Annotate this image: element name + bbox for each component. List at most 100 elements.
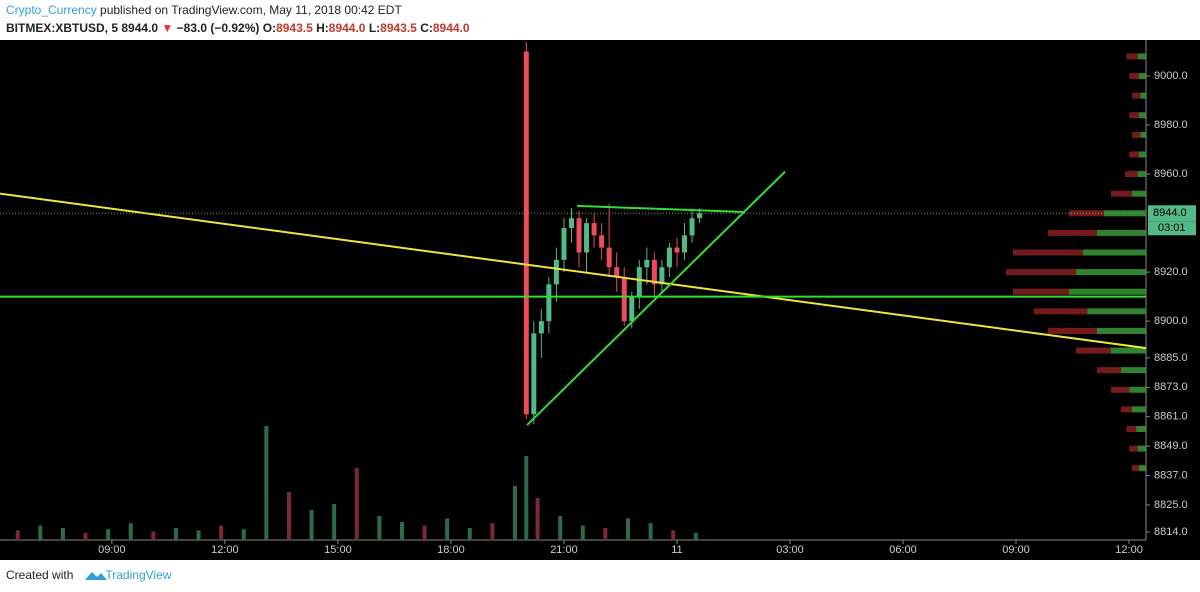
publish-line: Crypto_Currency published on TradingView… bbox=[6, 3, 402, 17]
profile-down bbox=[1129, 445, 1138, 452]
brand[interactable]: TradingView bbox=[105, 568, 172, 582]
profile-up bbox=[1139, 73, 1146, 80]
profile-down bbox=[1129, 112, 1139, 119]
profile-up bbox=[1140, 131, 1146, 138]
profile-down bbox=[1048, 229, 1097, 236]
profile-down bbox=[1129, 73, 1139, 80]
candle-body bbox=[606, 247, 612, 268]
profile-up bbox=[1132, 190, 1146, 197]
volume-bar bbox=[60, 528, 65, 540]
candle-body bbox=[523, 51, 529, 415]
volume-bar bbox=[241, 529, 246, 540]
volume-bar bbox=[648, 523, 653, 540]
profile-down bbox=[1129, 151, 1139, 158]
volume-bar bbox=[671, 530, 676, 540]
footer: Created with TradingView bbox=[6, 568, 171, 582]
candle-body bbox=[576, 218, 582, 253]
y-tick-label: 8861.0 bbox=[1154, 411, 1188, 423]
profile-down bbox=[1126, 425, 1137, 432]
y-tick-label: 8825.0 bbox=[1154, 499, 1188, 511]
change: −83.0 (−0.92%) bbox=[176, 21, 260, 35]
profile-down bbox=[1125, 171, 1138, 178]
candle-body bbox=[636, 267, 642, 297]
chart: 9000.0 8980.0 8960.0 8920.0 8900.0 8885.0 8873… bbox=[0, 40, 1200, 560]
close: 8944.0 bbox=[432, 21, 470, 35]
profile-up bbox=[1129, 386, 1146, 393]
profile-down bbox=[1076, 347, 1111, 354]
volume-bar bbox=[354, 468, 359, 540]
candle-body bbox=[621, 277, 627, 322]
candle-body bbox=[629, 296, 635, 322]
profile-down bbox=[1013, 249, 1083, 256]
profile-up bbox=[1097, 229, 1146, 236]
volume-bar bbox=[524, 456, 529, 540]
candle-body bbox=[659, 267, 665, 285]
candle-body bbox=[666, 247, 672, 268]
candle-body bbox=[553, 259, 559, 285]
x-tick-label: 06:00 bbox=[889, 544, 917, 556]
volume-bar bbox=[626, 518, 631, 540]
volume-bar bbox=[332, 504, 337, 540]
volume-bar bbox=[603, 528, 608, 540]
published: published on TradingView.com, May 11, 20… bbox=[96, 3, 402, 17]
arrow: ▼ bbox=[161, 21, 174, 35]
y-tick-label: 8814.0 bbox=[1154, 526, 1188, 538]
volume-bar bbox=[445, 518, 450, 540]
volume-bar bbox=[558, 516, 563, 540]
profile-down bbox=[1006, 269, 1076, 276]
y-tick-label: 9000.0 bbox=[1154, 70, 1188, 82]
created-with: Created with bbox=[6, 568, 74, 582]
y-tick-label: 8873.0 bbox=[1154, 381, 1188, 393]
profile-down bbox=[1013, 288, 1069, 295]
x-tick-label: 15:00 bbox=[324, 544, 352, 556]
x-tick-label: 09:00 bbox=[98, 544, 126, 556]
y-tick-label: 8980.0 bbox=[1154, 119, 1188, 131]
candle-body bbox=[591, 223, 597, 236]
countdown-box bbox=[1148, 221, 1196, 236]
volume-bar bbox=[196, 530, 201, 540]
y-tick-label: 8849.0 bbox=[1154, 440, 1188, 452]
profile-up bbox=[1139, 465, 1146, 472]
profile-down bbox=[1132, 465, 1139, 472]
profile-down bbox=[1126, 53, 1138, 60]
o-label: O: bbox=[262, 21, 277, 35]
profile-up bbox=[1120, 367, 1146, 374]
volume-bar bbox=[580, 525, 585, 540]
trend-line bbox=[0, 192, 1146, 350]
x-tick-label: 09:00 bbox=[1002, 544, 1030, 556]
background bbox=[0, 40, 1200, 560]
volume-bar bbox=[309, 510, 314, 540]
profile-up bbox=[1111, 347, 1146, 354]
trend-line bbox=[577, 204, 746, 214]
profile-up bbox=[1137, 53, 1146, 60]
candle-body bbox=[561, 227, 567, 260]
profile-down bbox=[1132, 131, 1141, 138]
profile-down bbox=[1132, 92, 1141, 99]
x-tick-label: 11 bbox=[671, 544, 682, 556]
open: 8943.5 bbox=[276, 21, 313, 35]
profile-down bbox=[1111, 386, 1130, 393]
volume-bar bbox=[512, 486, 517, 540]
last: 8944.0 bbox=[121, 21, 159, 35]
profile-up bbox=[1097, 327, 1146, 334]
y-tick-label: 8837.0 bbox=[1154, 469, 1188, 481]
profile-up bbox=[1076, 269, 1146, 276]
volume-bar bbox=[535, 498, 540, 540]
trend-line bbox=[526, 170, 786, 426]
candle-body bbox=[546, 284, 552, 322]
author[interactable]: Crypto_Currency bbox=[6, 3, 97, 17]
candle-body bbox=[614, 267, 620, 278]
volume-bar bbox=[264, 426, 269, 540]
profile-up bbox=[1132, 406, 1146, 413]
last-price-label: 8944.0 bbox=[1153, 207, 1187, 219]
candle-body bbox=[584, 223, 590, 253]
volume-bar bbox=[399, 522, 404, 540]
x-tick-label: 18:00 bbox=[437, 544, 465, 556]
candle-body bbox=[697, 213, 703, 219]
l-label: L: bbox=[368, 21, 381, 35]
volume-bar bbox=[219, 525, 224, 540]
profile-down bbox=[1048, 327, 1097, 334]
volume-bar bbox=[128, 523, 133, 540]
symbol: BITMEX:XBTUSD, 5 bbox=[6, 21, 119, 35]
profile-up bbox=[1083, 249, 1146, 256]
